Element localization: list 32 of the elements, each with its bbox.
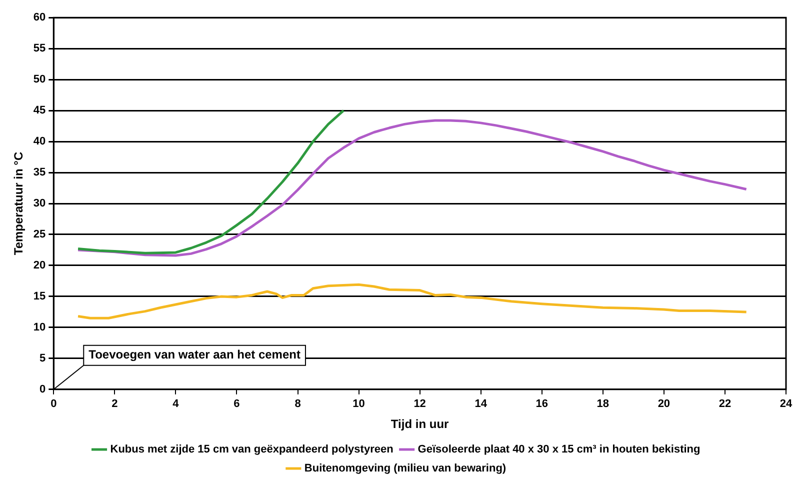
y-tick-label: 35	[33, 166, 46, 179]
x-tick-label: 8	[294, 398, 301, 410]
y-tick-label: 5	[40, 352, 46, 364]
x-tick-label: 18	[596, 398, 610, 410]
x-tick-label: 24	[780, 398, 793, 410]
y-tick-label: 15	[33, 290, 46, 302]
x-tick-label: 4	[172, 398, 180, 410]
y-tick-label: 60	[33, 12, 46, 24]
y-axis-title: Temperatuur in °C	[12, 152, 26, 256]
x-tick-label: 0	[50, 398, 57, 410]
x-tick-label: 14	[474, 398, 488, 410]
x-axis-title: Tijd in uur	[390, 417, 450, 432]
x-tick-label: 2	[112, 398, 118, 410]
x-tick-label: 16	[536, 398, 548, 410]
legend-label: Geïsoleerde plaat 40 x 30 x 15 cm³ in houten bekisting	[418, 444, 700, 456]
y-tick-label: 50	[33, 74, 46, 86]
y-tick-label: 55	[33, 42, 46, 55]
x-tick-label: 10	[352, 398, 365, 410]
x-tick-label: 22	[718, 398, 732, 410]
x-tick-label: 12	[414, 398, 426, 410]
y-tick-label: 40	[33, 136, 46, 148]
y-tick-label: 20	[33, 260, 46, 272]
y-tick-label: 25	[33, 228, 46, 241]
x-tick-label: 6	[234, 398, 240, 410]
legend-label: Buitenomgeving (milieu van bewaring)	[304, 462, 506, 475]
y-tick-label: 0	[40, 383, 46, 396]
x-tick-label: 20	[658, 398, 670, 410]
y-tick-label: 45	[33, 104, 46, 117]
annotation: Toevoegen van water aan het cement	[88, 348, 300, 362]
y-tick-label: 30	[33, 198, 46, 210]
y-tick-label: 10	[33, 321, 46, 334]
legend-label: Kubus met zijde 15 cm van geëxpandeerd polystyreen	[110, 444, 394, 456]
